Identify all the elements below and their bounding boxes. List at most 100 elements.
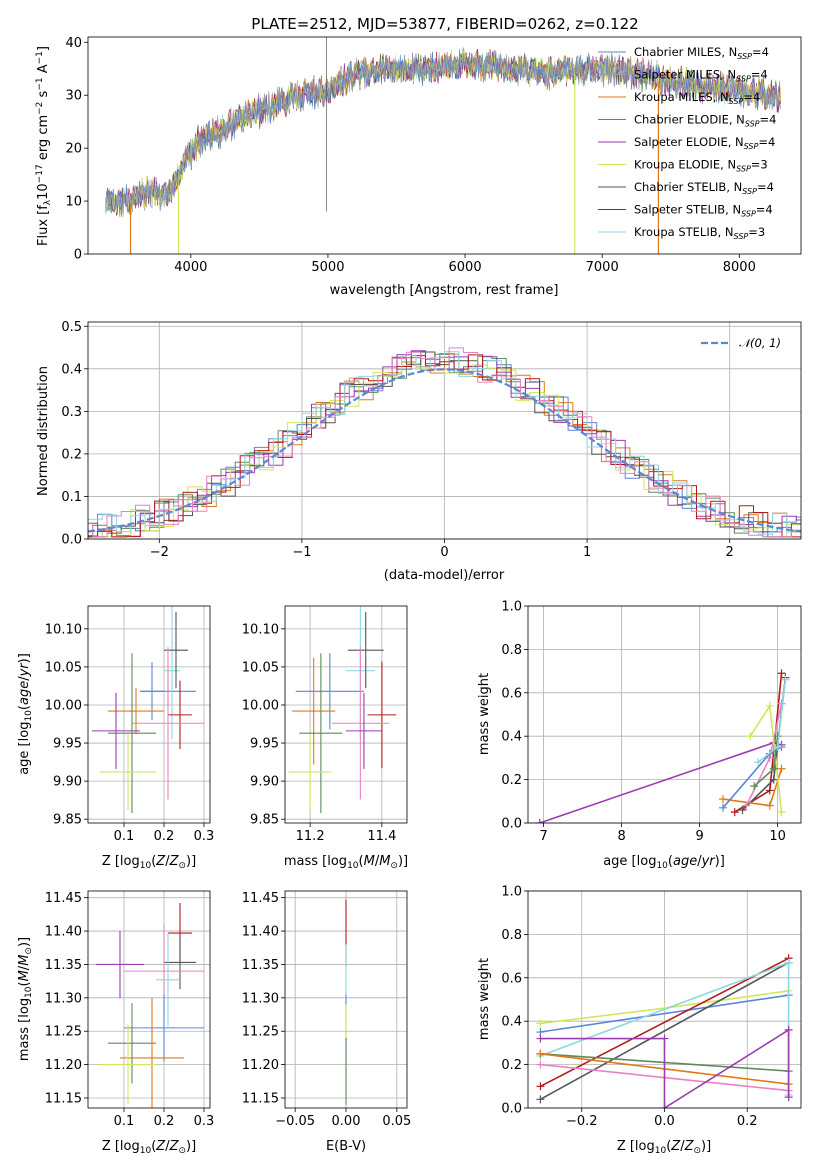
spectrum-xtick-label: 4000: [174, 260, 207, 275]
weight-z-marker: [536, 1034, 545, 1043]
spectrum-legend-label: Chabrier ELODIE, NSSP=4: [634, 113, 776, 129]
weight-age-xtick-label: 10: [769, 829, 786, 844]
weight-age-ytick-label: 0.6: [501, 686, 522, 701]
weight-age-ytick-label: 0.0: [501, 817, 522, 832]
age-z-ytick-label: 10.05: [45, 660, 82, 675]
weight-age-ytick-label: 0.8: [501, 643, 522, 658]
weight-z-marker: [536, 1049, 545, 1058]
mass-ebv-ytick-label: 11.25: [242, 1025, 279, 1040]
mass-ebv-ytick-label: 11.35: [242, 958, 279, 973]
weight-age-marker: [746, 732, 755, 741]
residuals-ytick-label: 0.1: [61, 490, 82, 505]
mass-ebv-xlabel: E(B-V): [326, 1139, 366, 1154]
weight-z-xtick-label: 0.0: [654, 1114, 675, 1129]
age-z-ytick-label: 9.95: [53, 737, 82, 752]
mass-z-xlabel: Z [log10(Z/Z⊙)]: [102, 1139, 196, 1156]
mass-z-ylabel: mass [log10(M/M⊙)]: [17, 937, 34, 1061]
weight-z-xtick-label: −0.2: [566, 1114, 598, 1129]
weight-age-marker: [719, 795, 727, 804]
spectrum-ytick-label: 0: [74, 248, 82, 263]
residual-hist-kroupa-stelib: [88, 351, 801, 535]
spectrum-ytick-label: 10: [65, 195, 82, 210]
spectrum-title: PLATE=2512, MJD=53877, FIBERID=0262, z=0…: [251, 15, 638, 33]
spectrum-legend-label: Kroupa ELODIE, NSSP=3: [634, 158, 768, 174]
age-mass-ytick-label: 9.90: [250, 775, 279, 790]
weight-age-marker: [535, 819, 544, 823]
age-z-xtick-label: 0.2: [154, 829, 175, 844]
spectrum-ytick-label: 40: [65, 36, 82, 51]
weight-z-marker: [536, 1095, 545, 1104]
weight-age-marker: [773, 743, 782, 752]
weight-age-plot-area: [535, 669, 790, 823]
mass-z-frame: [87, 890, 211, 1109]
age-z-ylabel: age [log10(age/yr)]: [17, 653, 34, 775]
age-mass-axes: 11.2 11.4 9.85 9.90 9.95 10.00 10.05 10.10: [242, 605, 408, 844]
mass-z-ytick-label: 11.40: [45, 925, 82, 940]
spectrum-xtick-label: 7000: [586, 260, 619, 275]
weight-z-line-chabrier-miles: [540, 994, 789, 1033]
mass-z-xtick-label: 0.2: [154, 1114, 175, 1129]
spectrum-plot-area: [105, 37, 781, 254]
weight-z-marker: [536, 1082, 545, 1091]
weight-age-ytick-label: 0.2: [501, 773, 522, 788]
weight-z-ytick-label: 0.4: [501, 1015, 522, 1030]
weight-z-line-chabrier-stelib: [540, 961, 789, 1101]
weight-age-marker: [765, 701, 774, 710]
mass-z-ytick-label: 11.30: [45, 991, 82, 1006]
weight-age-marker: [738, 805, 747, 814]
mass-z-ytick-label: 11.20: [45, 1058, 82, 1073]
weight-age-xlabel: age [log10(age/yr)]: [603, 854, 725, 871]
age-z-xtick-label: 0.1: [114, 829, 135, 844]
weight-age-xtick-label: 7: [539, 829, 547, 844]
age-z-plot-area: [92, 606, 204, 814]
mass-ebv-ytick-label: 11.40: [242, 925, 279, 940]
age-z-ytick-label: 10.00: [45, 698, 82, 713]
spectrum-ytick-label: 20: [65, 142, 82, 157]
weight-z-plot-area: [536, 954, 793, 1108]
weight-z-marker: [784, 1025, 793, 1034]
spectrum-axes: 4000 5000 6000 7000 8000 0 10 20 30 40: [65, 36, 802, 275]
mass-ebv-ytick-label: 11.15: [242, 1091, 279, 1106]
weight-age-marker: [773, 732, 782, 741]
residuals-plot-area: [88, 347, 801, 538]
age-z-ytick-label: 9.90: [53, 775, 82, 790]
age-mass-ytick-label: 9.95: [250, 737, 279, 752]
mass-z-ytick-label: 11.25: [45, 1025, 82, 1040]
age-z-xlabel: Z [log10(Z/Z⊙)]: [102, 854, 196, 871]
weight-age-marker: [777, 808, 786, 817]
weight-z-ylabel: mass weight: [477, 958, 492, 1040]
age-mass-ytick-label: 10.05: [242, 660, 279, 675]
weight-z-ytick-label: 0.8: [501, 928, 522, 943]
weight-z-ytick-label: 0.2: [501, 1058, 522, 1073]
mass-ebv-xtick-label: 0.05: [382, 1114, 411, 1129]
age-z-frame: [87, 605, 211, 824]
spectrum-xtick-label: 8000: [723, 260, 756, 275]
age-z-axes: 0.1 0.2 0.3 9.85 9.90 9.95 10.00 10.05 10.10: [45, 605, 214, 844]
age-mass-frame: [284, 605, 408, 824]
residuals-xtick-label: 2: [726, 545, 734, 560]
weight-z-marker: [536, 1060, 545, 1069]
weight-age-marker: [765, 786, 774, 795]
weight-z-line-salpeter-stelib: [540, 957, 789, 1088]
spectrum-legend-label: Chabrier MILES, NSSP=4: [634, 45, 769, 61]
residuals-xlabel: (data-model)/error: [384, 568, 505, 583]
mass-z-ytick-label: 11.35: [45, 958, 82, 973]
age-mass-ytick-label: 9.85: [250, 813, 279, 828]
spectrum-legend-label: Salpeter ELODIE, NSSP=4: [634, 135, 775, 151]
spectrum-ylabel: Flux [fλ10−17 erg cm−2 s−1 A−1]: [35, 46, 53, 246]
spectrum-legend-label: Salpeter MILES, NSSP=4: [634, 68, 768, 84]
weight-z-marker: [660, 1034, 669, 1043]
weight-z-xlabel: Z [log10(Z/Z⊙)]: [617, 1139, 711, 1156]
weight-age-marker: [765, 801, 774, 810]
spectrum-legend-label: Chabrier STELIB, NSSP=4: [634, 180, 774, 196]
weight-z-marker: [784, 958, 793, 967]
weight-z-axes: −0.2 0.0 0.2 0.0 0.2 0.4 0.6 0.8 1.0: [501, 885, 802, 1129]
weight-age-marker: [754, 758, 763, 767]
mass-z-plot-area: [96, 903, 204, 1108]
normal-curve: [88, 368, 801, 533]
weight-age-marker: [777, 669, 786, 678]
weight-age-xtick-label: 8: [617, 829, 625, 844]
spectrum-legend-label: Kroupa STELIB, NSSP=3: [634, 225, 765, 241]
